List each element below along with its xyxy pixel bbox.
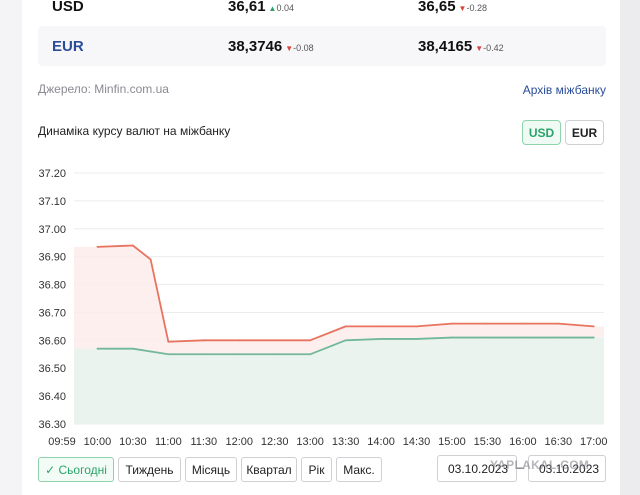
page-margin-right	[620, 0, 640, 495]
x-tick-label: 15:30	[474, 436, 502, 448]
x-tick-label: 12:30	[261, 436, 289, 448]
eur-sell-change: -0.42	[483, 42, 504, 53]
x-tick-label: 12:00	[225, 436, 253, 448]
usd-rate-row: USD 36,61 ▲0.04 36,65 ▼-0.28	[38, 0, 606, 26]
x-tick-label: 16:30	[545, 436, 573, 448]
x-tick-label: 11:00	[155, 436, 182, 448]
watermark-text: YAPLAKAL.COM	[490, 458, 590, 472]
sell-series-point	[451, 322, 453, 325]
buy-series-point	[557, 336, 560, 339]
x-tick-label: 13:30	[332, 436, 360, 448]
buy-series-area	[74, 337, 604, 424]
sell-series-point	[96, 246, 99, 248]
x-tick-label: 13:00	[296, 436, 324, 448]
eur-code[interactable]: EUR	[52, 37, 84, 55]
usd-sell-rate: 36,65 ▼-0.28	[418, 0, 487, 15]
y-tick-label: 37.20	[38, 168, 66, 180]
usd-sell-change: -0.28	[466, 2, 487, 13]
sell-series-line	[97, 244, 594, 343]
period-year-button[interactable]: Рік	[301, 457, 332, 482]
sell-series-point	[309, 339, 312, 342]
x-tick-label: 09:59	[48, 436, 76, 448]
page-margin-left	[0, 0, 22, 495]
sell-series-point	[273, 339, 276, 342]
sell-series-point	[380, 325, 382, 328]
x-tick-label: 10:00	[84, 436, 112, 448]
buy-series-point	[132, 347, 134, 350]
buy-series-point	[486, 336, 489, 339]
period-month-button[interactable]: Місяць	[185, 457, 237, 482]
buy-series-point	[592, 336, 595, 339]
y-tick-label: 36.60	[38, 335, 66, 347]
x-tick-label: 14:00	[367, 436, 395, 448]
x-tick-label: 15:00	[438, 436, 466, 448]
eur-buy-change: -0.08	[293, 42, 314, 53]
usd-buy-rate: 36,61 ▲0.04	[228, 0, 294, 15]
buy-series-point	[167, 353, 170, 356]
sell-series-point	[592, 325, 595, 328]
y-tick-label: 37.00	[38, 224, 66, 236]
sell-series-point	[132, 244, 134, 247]
buy-series-point	[521, 336, 524, 339]
usd-code: USD	[52, 0, 84, 15]
sell-series-point	[415, 325, 418, 328]
buy-series-point	[238, 353, 241, 356]
period-week-button[interactable]: Тиждень	[118, 457, 181, 482]
period-max-button[interactable]: Макс.	[336, 457, 382, 482]
arrow-down-icon: ▼	[285, 43, 294, 53]
arrow-down-icon: ▼	[475, 43, 484, 53]
period-today-button[interactable]: ✓ Сьогодні	[38, 457, 114, 482]
rate-chart: 37.20 37.10 37.00 36.90 36.80 36.70 36.60 36.50…	[38, 168, 608, 448]
y-tick-label: 36.80	[38, 280, 66, 292]
sell-series-point	[149, 258, 152, 261]
arrow-down-icon: ▼	[458, 3, 467, 13]
sell-series-point	[167, 340, 170, 343]
buy-series-point	[344, 339, 347, 342]
eur-rate-row: EUR 38,3746 ▼-0.08 38,4165 ▼-0.42	[38, 26, 606, 66]
x-tick-label: 17:00	[580, 436, 608, 448]
buy-series-point	[451, 336, 453, 339]
x-tick-label: 11:30	[190, 436, 217, 448]
buy-series-point	[273, 353, 276, 356]
eur-sell-rate: 38,4165 ▼-0.42	[418, 37, 504, 55]
x-tick-label: 10:30	[119, 436, 147, 448]
x-tick-label: 16:00	[509, 436, 537, 448]
date-to-input[interactable]: 03.10.2023	[528, 455, 606, 482]
sell-series-point	[202, 339, 205, 342]
buy-series-point	[202, 353, 205, 356]
sell-series-point	[238, 339, 241, 342]
eur-buy-rate: 38,3746 ▼-0.08	[228, 37, 314, 55]
y-tick-label: 36.40	[38, 391, 66, 403]
archive-link[interactable]: Архів міжбанку	[522, 83, 606, 97]
date-from-input[interactable]: 03.10.2023	[437, 455, 517, 482]
chart-title: Динаміка курсу валют на міжбанку	[38, 124, 231, 138]
sell-series-point	[521, 322, 524, 325]
buy-series-point	[380, 338, 382, 340]
source-label: Джерело: Minfin.com.ua	[38, 82, 169, 96]
usd-buy-change: 0.04	[276, 2, 294, 13]
toggle-eur-button[interactable]: EUR	[565, 120, 604, 145]
sell-series-point	[557, 322, 560, 325]
sell-series-point	[344, 325, 347, 328]
y-tick-label: 36.30	[38, 419, 66, 431]
x-tick-label: 14:30	[403, 436, 431, 448]
date-range-dash: –	[517, 460, 524, 474]
y-tick-label: 36.70	[38, 307, 66, 319]
y-tick-label: 36.50	[38, 363, 66, 375]
toggle-usd-button[interactable]: USD	[522, 120, 561, 145]
y-tick-label: 36.90	[38, 252, 66, 264]
period-quarter-button[interactable]: Квартал	[241, 457, 297, 482]
sell-series-point	[486, 322, 489, 325]
buy-series-point	[309, 353, 312, 356]
buy-series-point	[96, 347, 99, 350]
arrow-up-icon: ▲	[268, 3, 277, 13]
y-tick-label: 37.10	[38, 196, 66, 208]
buy-series-point	[415, 338, 418, 340]
